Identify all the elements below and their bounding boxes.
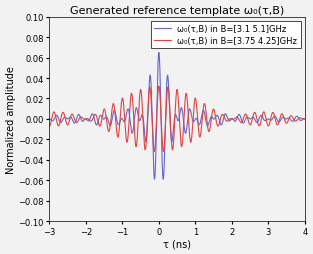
ω₀(τ,B) in B=[3.1 5.1]GHz bbox=[172, 119, 176, 122]
ω₀(τ,B) in B=[3.1 5.1]GHz bbox=[98, 116, 101, 119]
ω₀(τ,B) in B=[3.1 5.1]GHz bbox=[63, 116, 67, 119]
ω₀(τ,B) in B=[3.75 4.25]GHz bbox=[290, 115, 293, 118]
ω₀(τ,B) in B=[3.1 5.1]GHz bbox=[58, 121, 62, 124]
X-axis label: τ (ns): τ (ns) bbox=[163, 239, 191, 248]
ω₀(τ,B) in B=[3.75 4.25]GHz bbox=[48, 125, 51, 128]
ω₀(τ,B) in B=[3.75 4.25]GHz bbox=[98, 125, 101, 128]
ω₀(τ,B) in B=[3.1 5.1]GHz bbox=[157, 52, 161, 55]
ω₀(τ,B) in B=[3.1 5.1]GHz bbox=[49, 118, 52, 121]
Title: Generated reference template ω₀(τ,B): Generated reference template ω₀(τ,B) bbox=[70, 6, 284, 15]
ω₀(τ,B) in B=[3.75 4.25]GHz bbox=[157, 85, 161, 88]
ω₀(τ,B) in B=[3.75 4.25]GHz bbox=[49, 123, 52, 126]
ω₀(τ,B) in B=[3.75 4.25]GHz bbox=[58, 122, 62, 125]
ω₀(τ,B) in B=[3.1 5.1]GHz bbox=[161, 178, 165, 181]
ω₀(τ,B) in B=[3.1 5.1]GHz bbox=[303, 118, 307, 121]
Legend: ω₀(τ,B) in B=[3.1 5.1]GHz, ω₀(τ,B) in B=[3.75 4.25]GHz: ω₀(τ,B) in B=[3.1 5.1]GHz, ω₀(τ,B) in B=… bbox=[151, 22, 301, 49]
Line: ω₀(τ,B) in B=[3.1 5.1]GHz: ω₀(τ,B) in B=[3.1 5.1]GHz bbox=[49, 53, 305, 179]
ω₀(τ,B) in B=[3.1 5.1]GHz bbox=[48, 118, 51, 121]
Line: ω₀(τ,B) in B=[3.75 4.25]GHz: ω₀(τ,B) in B=[3.75 4.25]GHz bbox=[49, 87, 305, 152]
ω₀(τ,B) in B=[3.75 4.25]GHz bbox=[152, 150, 156, 153]
ω₀(τ,B) in B=[3.75 4.25]GHz bbox=[303, 118, 307, 121]
ω₀(τ,B) in B=[3.1 5.1]GHz bbox=[290, 120, 293, 123]
ω₀(τ,B) in B=[3.75 4.25]GHz bbox=[172, 129, 176, 132]
ω₀(τ,B) in B=[3.75 4.25]GHz bbox=[63, 115, 67, 118]
Y-axis label: Normalized amplitude: Normalized amplitude bbox=[6, 66, 16, 173]
